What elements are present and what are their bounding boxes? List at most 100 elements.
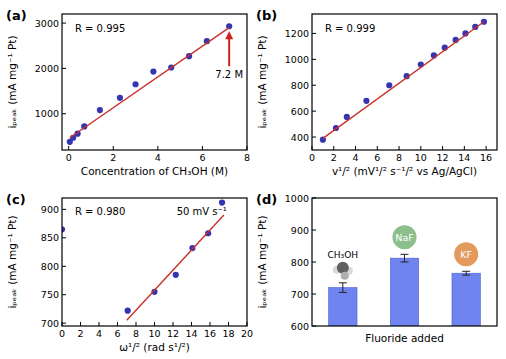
y-tick	[312, 111, 316, 112]
x-label: v¹/² (mV¹/² s⁻¹/² vs Ag/AgCl)	[332, 165, 477, 177]
x-tick	[113, 146, 114, 150]
figure: (a)iₚₑₐₖ (mA mg⁻¹ Pt)Concentration of CH…	[0, 0, 506, 359]
x-tick	[99, 322, 100, 326]
point	[132, 81, 138, 87]
x-tick-label: 2	[110, 152, 116, 163]
y-tick-label: 1000	[35, 108, 59, 119]
annotation: R = 0.999	[325, 23, 375, 34]
point	[150, 68, 156, 74]
x-tick-label: 16	[480, 152, 492, 163]
y-tick	[312, 294, 316, 295]
icon	[454, 242, 478, 266]
y-tick	[312, 85, 316, 86]
panel-title: (c)	[6, 192, 26, 207]
category-label: NaF	[395, 232, 413, 243]
x-tick	[117, 322, 118, 326]
y-tick	[312, 137, 316, 138]
x-label: Fluoride added	[365, 332, 444, 344]
panel: (b)iₚₑₐₖ (mA mg⁻¹ Pt)v¹/² (mV¹/² s⁻¹/² v…	[256, 8, 497, 177]
frame	[62, 198, 247, 326]
x-tick-label: 14	[185, 328, 197, 339]
x-tick	[420, 146, 421, 150]
x-tick	[355, 146, 356, 150]
annotation: 50 mV s⁻¹	[177, 206, 227, 217]
y-tick-label: 3000	[35, 18, 59, 29]
fit-line	[323, 22, 484, 139]
y-tick-label: 600	[291, 321, 309, 332]
panel: (c)iₚₑₐₖ (mA mg⁻¹ Pt)ω¹/² (rad s¹/²)7007…	[6, 192, 253, 353]
x-tick-label: 6	[199, 152, 205, 163]
x-tick	[202, 146, 203, 150]
y-tick	[312, 59, 316, 60]
x-tick-label: 4	[155, 152, 161, 163]
y-label: iₚₑₐₖ (mA mg⁻¹ Pt)	[256, 215, 268, 308]
x-tick-label: 8	[133, 328, 139, 339]
x-tick-label: 0	[66, 152, 72, 163]
point	[173, 272, 179, 278]
x-tick-label: 6	[114, 328, 120, 339]
point	[125, 308, 131, 314]
y-tick-label: 2000	[35, 63, 59, 74]
category-label: KF	[460, 249, 472, 260]
category-label: CH₃OH	[328, 250, 359, 260]
y-tick-label: 1200	[285, 28, 309, 39]
plot-data	[67, 23, 233, 145]
x-tick	[136, 322, 137, 326]
icon	[341, 272, 349, 280]
annotation: R = 0.980	[75, 206, 125, 217]
point	[97, 107, 103, 113]
x-tick-label: 4	[353, 152, 359, 163]
annotation: R = 0.995	[75, 23, 125, 34]
panel-title: (d)	[256, 192, 277, 207]
fit-line	[70, 28, 229, 138]
x-tick-label: 12	[167, 328, 179, 339]
y-tick-label: 850	[41, 232, 59, 243]
fit-line	[127, 215, 224, 320]
point	[219, 199, 225, 205]
x-tick-label: 16	[204, 328, 216, 339]
error-bar	[462, 271, 470, 275]
y-tick-label: 750	[41, 289, 59, 300]
point	[363, 98, 369, 104]
panel-title: (a)	[6, 8, 27, 23]
x-tick-label: 4	[96, 328, 102, 339]
plot-data	[329, 258, 481, 326]
y-tick	[312, 33, 316, 34]
point	[117, 95, 123, 101]
x-tick-label: 18	[222, 328, 234, 339]
x-tick	[442, 146, 443, 150]
y-tick-label: 800	[291, 257, 309, 268]
plot-data	[320, 19, 487, 143]
x-tick-label: 8	[244, 152, 250, 163]
bar	[329, 288, 357, 326]
x-tick-label: 2	[331, 152, 337, 163]
y-tick-label: 800	[41, 261, 59, 272]
y-label: iₚₑₐₖ (mA mg⁻¹ Pt)	[256, 35, 268, 128]
error-bar	[339, 283, 347, 293]
arrow-head	[225, 31, 233, 39]
x-tick-label: 0	[309, 152, 315, 163]
x-tick-label: 14	[458, 152, 470, 163]
frame	[312, 198, 497, 326]
x-tick-label: 10	[415, 152, 427, 163]
point	[386, 82, 392, 88]
x-tick	[68, 146, 69, 150]
y-label: iₚₑₐₖ (mA mg⁻¹ Pt)	[6, 35, 18, 128]
y-tick-label: 600	[291, 106, 309, 117]
x-tick	[377, 146, 378, 150]
icon	[337, 262, 349, 274]
x-tick-label: 10	[148, 328, 160, 339]
y-tick-label: 900	[291, 225, 309, 236]
frame	[312, 14, 497, 150]
icon	[393, 225, 417, 249]
y-tick-label: 800	[291, 80, 309, 91]
frame	[62, 14, 247, 150]
bar	[390, 258, 418, 326]
x-label: ω¹/² (rad s¹/²)	[119, 341, 189, 353]
x-tick	[191, 322, 192, 326]
y-tick-label: 1000	[285, 193, 309, 204]
bar	[452, 273, 480, 326]
x-tick	[228, 322, 229, 326]
x-tick	[210, 322, 211, 326]
y-tick-label: 400	[291, 132, 309, 143]
